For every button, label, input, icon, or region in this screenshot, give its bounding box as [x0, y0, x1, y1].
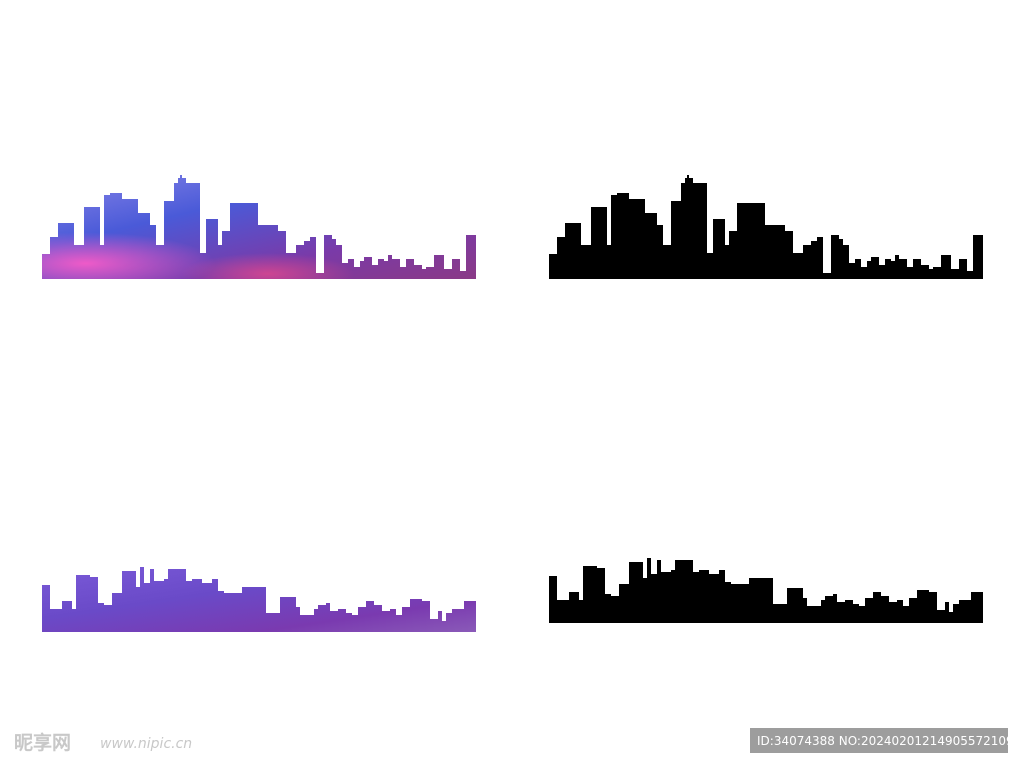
skyline-gradient-bottom: [42, 567, 476, 632]
id-box: [750, 728, 1008, 753]
skyline-black-bottom: [549, 558, 983, 623]
id-label: ID:34074388 NO:20240201214905572109: [757, 734, 1014, 748]
watermark-url: www.nipic.cn: [100, 736, 192, 752]
skyline-gradient-top: [42, 175, 476, 279]
skyline-black-top: [549, 175, 983, 279]
watermark-site: 昵享网: [14, 731, 71, 754]
